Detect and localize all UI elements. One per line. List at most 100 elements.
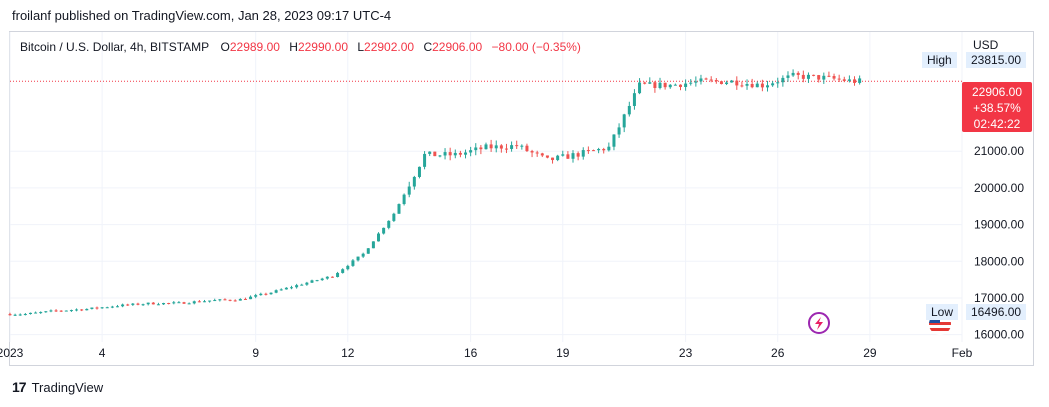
candle-body <box>269 292 273 295</box>
candle-body <box>515 145 519 147</box>
candle-body <box>182 302 186 304</box>
candle-body <box>336 272 340 278</box>
candle-body <box>858 78 862 83</box>
candle-body <box>591 150 595 152</box>
date-tick: 4 <box>99 346 106 360</box>
last-price: 22906.00 <box>971 85 1023 99</box>
lightning-icon <box>815 317 823 330</box>
candle-body <box>428 151 432 154</box>
high-price: 23815.00 <box>966 52 1027 68</box>
candle-body <box>602 149 606 151</box>
candle-body <box>561 154 565 156</box>
candle-body <box>678 84 682 87</box>
candle-body <box>310 280 314 283</box>
candle-body <box>612 134 616 147</box>
candle-body <box>781 77 785 83</box>
candle-body <box>187 303 191 305</box>
candle-body <box>556 155 560 161</box>
candle-body <box>402 194 406 205</box>
candle-body <box>668 84 672 88</box>
footer[interactable]: 17 TradingView <box>12 379 103 395</box>
candle-body <box>238 298 242 301</box>
candle-body <box>622 114 626 128</box>
candle-body <box>847 79 851 81</box>
date-tick: 2023 <box>0 346 24 360</box>
candle-body <box>18 314 22 316</box>
candle-body <box>632 93 636 106</box>
candle-body <box>397 204 401 214</box>
bar-countdown: 02:42:22 <box>973 117 1021 131</box>
candle-body <box>59 310 63 312</box>
high-value: 22990.00 <box>297 40 348 54</box>
candle-body <box>85 308 89 311</box>
candle-body <box>750 84 754 88</box>
candle-body <box>167 303 171 305</box>
candle-body <box>366 248 370 254</box>
publish-header: froilanf published on TradingView.com, J… <box>12 8 392 23</box>
date-tick: 23 <box>679 346 693 360</box>
last-price-badge: 22906.00 +38.57% 02:42:22 <box>962 82 1032 132</box>
price-axis: 16000.00 17000.00 18000.00 19000.00 20000.00… <box>974 144 1024 341</box>
candle-body <box>484 144 488 150</box>
candle-body <box>49 310 53 312</box>
candle-body <box>714 80 718 82</box>
candle-body <box>525 145 529 152</box>
date-axis: 2023 4 9 12 16 19 23 26 29 Feb <box>0 346 973 360</box>
candle-body <box>407 186 411 195</box>
close-label: C <box>423 40 433 54</box>
candle-body <box>479 147 483 150</box>
candle-body <box>643 82 647 84</box>
candle-body <box>638 82 642 94</box>
candle-body <box>489 144 493 149</box>
candle-body <box>274 290 278 293</box>
candle-body <box>806 74 810 79</box>
candle-body <box>300 284 304 286</box>
candle-body <box>34 312 38 314</box>
candle-body <box>827 75 831 77</box>
candle-body <box>69 310 73 312</box>
candle-body <box>126 304 130 306</box>
candles <box>8 69 862 317</box>
symbol-label[interactable]: Bitcoin / U.S. Dollar, 4h, BITSTAMP <box>20 40 210 54</box>
candle-body <box>627 105 631 115</box>
candle-body <box>530 151 534 153</box>
candle-body <box>64 310 68 312</box>
date-tick: 29 <box>863 346 877 360</box>
candle-body <box>377 233 381 242</box>
candle-body <box>648 82 652 84</box>
candle-body <box>115 306 119 308</box>
candle-body <box>535 152 539 154</box>
high-tag: High <box>922 52 957 68</box>
candle-body <box>540 153 544 156</box>
candle-body <box>653 82 657 88</box>
candle-body <box>100 307 104 309</box>
candle-body <box>121 304 125 307</box>
candle-body <box>689 82 693 84</box>
brand-name: TradingView <box>31 379 104 395</box>
candle-body <box>520 145 524 147</box>
candle-body <box>197 301 201 303</box>
candle-body <box>832 76 836 79</box>
event-badge-lightning[interactable] <box>808 312 830 334</box>
candle-body <box>576 153 580 157</box>
price-tick: 20000.00 <box>974 181 1024 195</box>
candle-body <box>730 80 734 83</box>
candle-body <box>156 304 160 306</box>
low-tag: Low <box>926 304 959 320</box>
candle-body <box>371 241 375 249</box>
candle-body <box>228 299 232 301</box>
candle-body <box>725 82 729 85</box>
candle-body <box>295 285 299 288</box>
candle-body <box>581 150 585 157</box>
date-tick: 16 <box>464 346 478 360</box>
candle-body <box>131 303 135 305</box>
candle-body <box>607 146 611 151</box>
price-tick: 16000.00 <box>974 328 1024 342</box>
candle-body <box>243 298 247 300</box>
candle-body <box>433 151 437 157</box>
candle-body <box>766 85 770 88</box>
date-tick: 26 <box>771 346 785 360</box>
candle-body <box>801 74 805 79</box>
candle-body <box>192 301 196 304</box>
